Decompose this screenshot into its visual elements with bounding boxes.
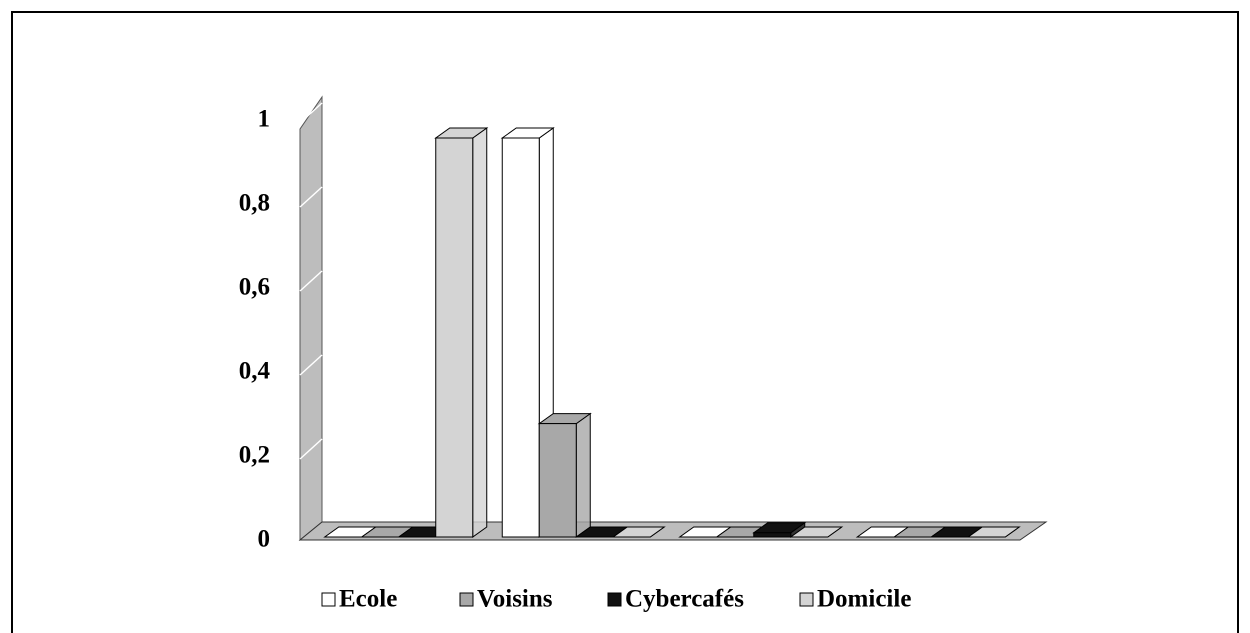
legend-swatch [321, 592, 336, 607]
grid-line [299, 438, 323, 460]
legend-label: Cybercafés [625, 586, 744, 613]
y-tick-label: 1 [258, 106, 271, 133]
bar-top [611, 526, 666, 538]
y-tick-label: 0,4 [239, 358, 271, 385]
y-tick-label: 0,2 [239, 442, 270, 469]
legend-swatch [459, 592, 474, 607]
bar-top [789, 526, 844, 538]
bar [538, 423, 577, 538]
grid-line [299, 186, 323, 208]
legend-swatch [607, 592, 622, 607]
y-tick-label: 0 [258, 526, 271, 553]
legend-label: Domicile [817, 586, 911, 613]
bar [753, 532, 792, 538]
grid-line [299, 354, 323, 376]
y-tick-label: 0,8 [239, 190, 270, 217]
legend-swatch [799, 592, 814, 607]
legend-label: Ecole [339, 586, 397, 613]
grid-line [299, 270, 323, 292]
bar-side [575, 412, 591, 538]
bar-top [966, 526, 1021, 538]
bar [435, 137, 474, 538]
bar [501, 137, 540, 538]
grid-line [299, 102, 323, 124]
bar-side [472, 127, 488, 538]
back-wall [299, 95, 323, 542]
y-tick-label: 0,6 [239, 274, 270, 301]
legend-label: Voisins [477, 586, 553, 613]
